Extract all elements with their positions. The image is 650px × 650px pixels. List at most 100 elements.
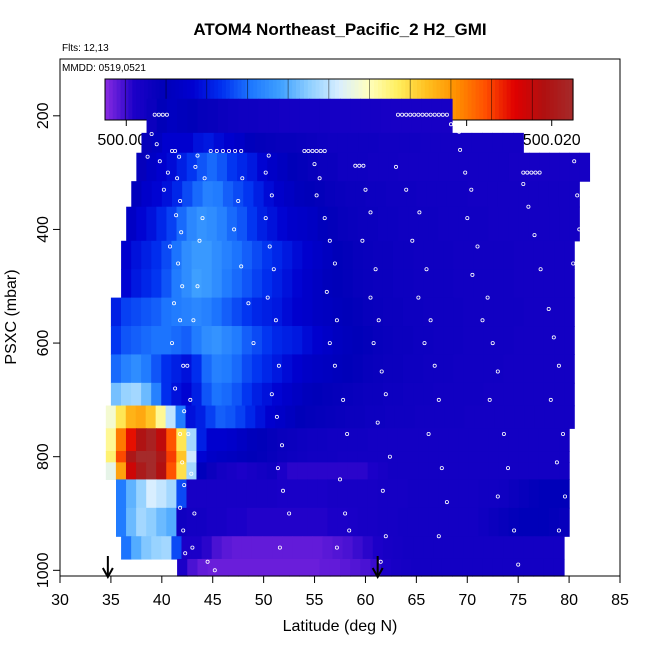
heatmap-cell [362, 536, 374, 560]
heatmap-cell [282, 382, 293, 407]
heatmap-cell [110, 326, 122, 356]
heatmap-cell [191, 240, 203, 270]
observation-point [387, 454, 392, 459]
heatmap-cell [329, 98, 341, 134]
observation-point [538, 267, 543, 272]
heatmap-cell [544, 405, 555, 429]
heatmap-cell [397, 451, 409, 463]
heatmap-cell [518, 181, 529, 208]
heatmap-cell [302, 354, 313, 384]
heatmap-cell [231, 536, 243, 560]
heatmap-cell [443, 269, 454, 299]
heatmap-cell [211, 354, 223, 384]
heatmap-cell [478, 428, 490, 452]
heatmap-cell [438, 462, 449, 481]
heatmap-cell [378, 132, 390, 154]
observation-point [263, 216, 268, 221]
heatmap-cell [463, 382, 475, 407]
heatmap-cell [398, 206, 409, 242]
heatmap-cell [418, 507, 429, 537]
heatmap-cell [473, 240, 485, 270]
heatmap-cell [382, 240, 394, 270]
heatmap-cell [402, 382, 414, 407]
observation-point [428, 112, 433, 117]
heatmap-cell [553, 558, 565, 577]
heatmap-cell [433, 326, 444, 356]
heatmap-cell [165, 405, 177, 429]
heatmap-cell [382, 297, 394, 327]
heatmap-cell [468, 152, 480, 182]
heatmap-cell [297, 152, 309, 182]
heatmap-cell [357, 462, 369, 481]
heatmap-cell [216, 462, 228, 481]
observation-point [205, 559, 210, 564]
heatmap-cell [205, 405, 217, 429]
observation-point [572, 159, 577, 164]
heatmap-cell [141, 240, 152, 270]
heatmap-cell [146, 428, 157, 452]
heatmap-cell [126, 479, 137, 509]
heatmap-cell [553, 536, 565, 560]
observation-point [532, 233, 537, 238]
heatmap-cell [337, 507, 349, 537]
heatmap-cell [171, 326, 183, 356]
heatmap-cell [478, 479, 490, 509]
heatmap-cell [246, 479, 258, 509]
observation-point [546, 306, 551, 311]
heatmap-cell [559, 152, 570, 182]
heatmap-cell [472, 558, 484, 577]
heatmap-cell [287, 479, 298, 509]
heatmap-cell [448, 479, 459, 509]
heatmap-cell [347, 462, 359, 481]
heatmap-cell [433, 269, 444, 299]
heatmap-cell [372, 326, 384, 356]
heatmap-cell [258, 558, 270, 577]
heatmap-cell [513, 536, 525, 560]
heatmap-cell [236, 462, 248, 481]
heatmap-cell [413, 240, 424, 270]
observation-point [178, 198, 183, 203]
heatmap-cell [392, 382, 404, 407]
heatmap-cell [407, 462, 419, 481]
heatmap-cell [105, 428, 117, 452]
heatmap-cell [211, 382, 223, 407]
observation-point [178, 318, 183, 323]
observation-point [383, 392, 388, 397]
heatmap-cell [156, 479, 167, 509]
heatmap-cell [513, 269, 525, 299]
heatmap-cell [468, 507, 480, 537]
observation-point [173, 148, 178, 153]
heatmap-cell [428, 462, 439, 481]
heatmap-cell [263, 181, 275, 208]
heatmap-cell [226, 507, 238, 537]
heatmap-cell [228, 558, 239, 577]
heatmap-cell [171, 354, 183, 384]
observation-point [417, 210, 422, 215]
heatmap-cell [332, 269, 344, 299]
heatmap-cell [342, 382, 354, 407]
heatmap-cell [221, 354, 233, 384]
heatmap-cell [261, 354, 273, 384]
heatmap-cell [433, 240, 444, 270]
heatmap-cell [244, 132, 256, 154]
heatmap-cell [370, 558, 382, 577]
heatmap-cell [433, 536, 444, 560]
heatmap-cell [312, 382, 323, 407]
observation-point [197, 238, 202, 243]
observation-point [563, 494, 568, 499]
heatmap-cell [314, 181, 326, 208]
colorbar-segment [545, 79, 551, 120]
heatmap-cell [528, 181, 540, 208]
heatmap-cell [272, 297, 283, 327]
heatmap-cell [146, 479, 157, 509]
heatmap-cell [172, 181, 183, 208]
observation-point [428, 318, 433, 323]
colorbar-segment [557, 79, 562, 120]
heatmap-cell [497, 181, 509, 208]
heatmap-cell [463, 297, 475, 327]
heatmap-cell [482, 132, 493, 154]
heatmap-cell [538, 451, 550, 463]
heatmap-cell [141, 536, 152, 560]
heatmap-cell [508, 479, 520, 509]
heatmap-cell [413, 326, 424, 356]
